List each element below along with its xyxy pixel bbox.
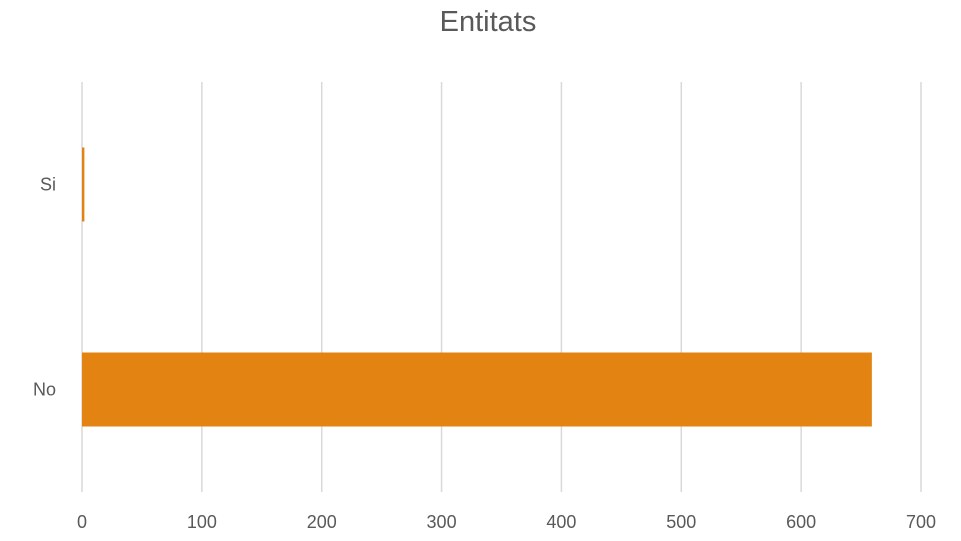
x-tick-label: 100: [187, 512, 217, 532]
x-tick-label: 500: [666, 512, 696, 532]
x-tick-label: 400: [546, 512, 576, 532]
x-tick-label: 300: [427, 512, 457, 532]
bar-si: [82, 147, 85, 222]
x-tick-label: 0: [77, 512, 87, 532]
x-tick-label: 700: [906, 512, 936, 532]
bar-no: [82, 352, 872, 427]
gridlines: [81, 82, 922, 492]
category-label-no: No: [33, 380, 56, 400]
chart-title: Entitats: [439, 6, 537, 38]
category-label-si: Si: [40, 175, 56, 195]
y-axis-category-labels: Si No: [33, 175, 56, 400]
bars: [82, 147, 872, 427]
x-tick-label: 600: [786, 512, 816, 532]
x-axis-tick-labels: 0 100 200 300 400 500 600 700: [77, 512, 936, 532]
x-tick-label: 200: [307, 512, 337, 532]
